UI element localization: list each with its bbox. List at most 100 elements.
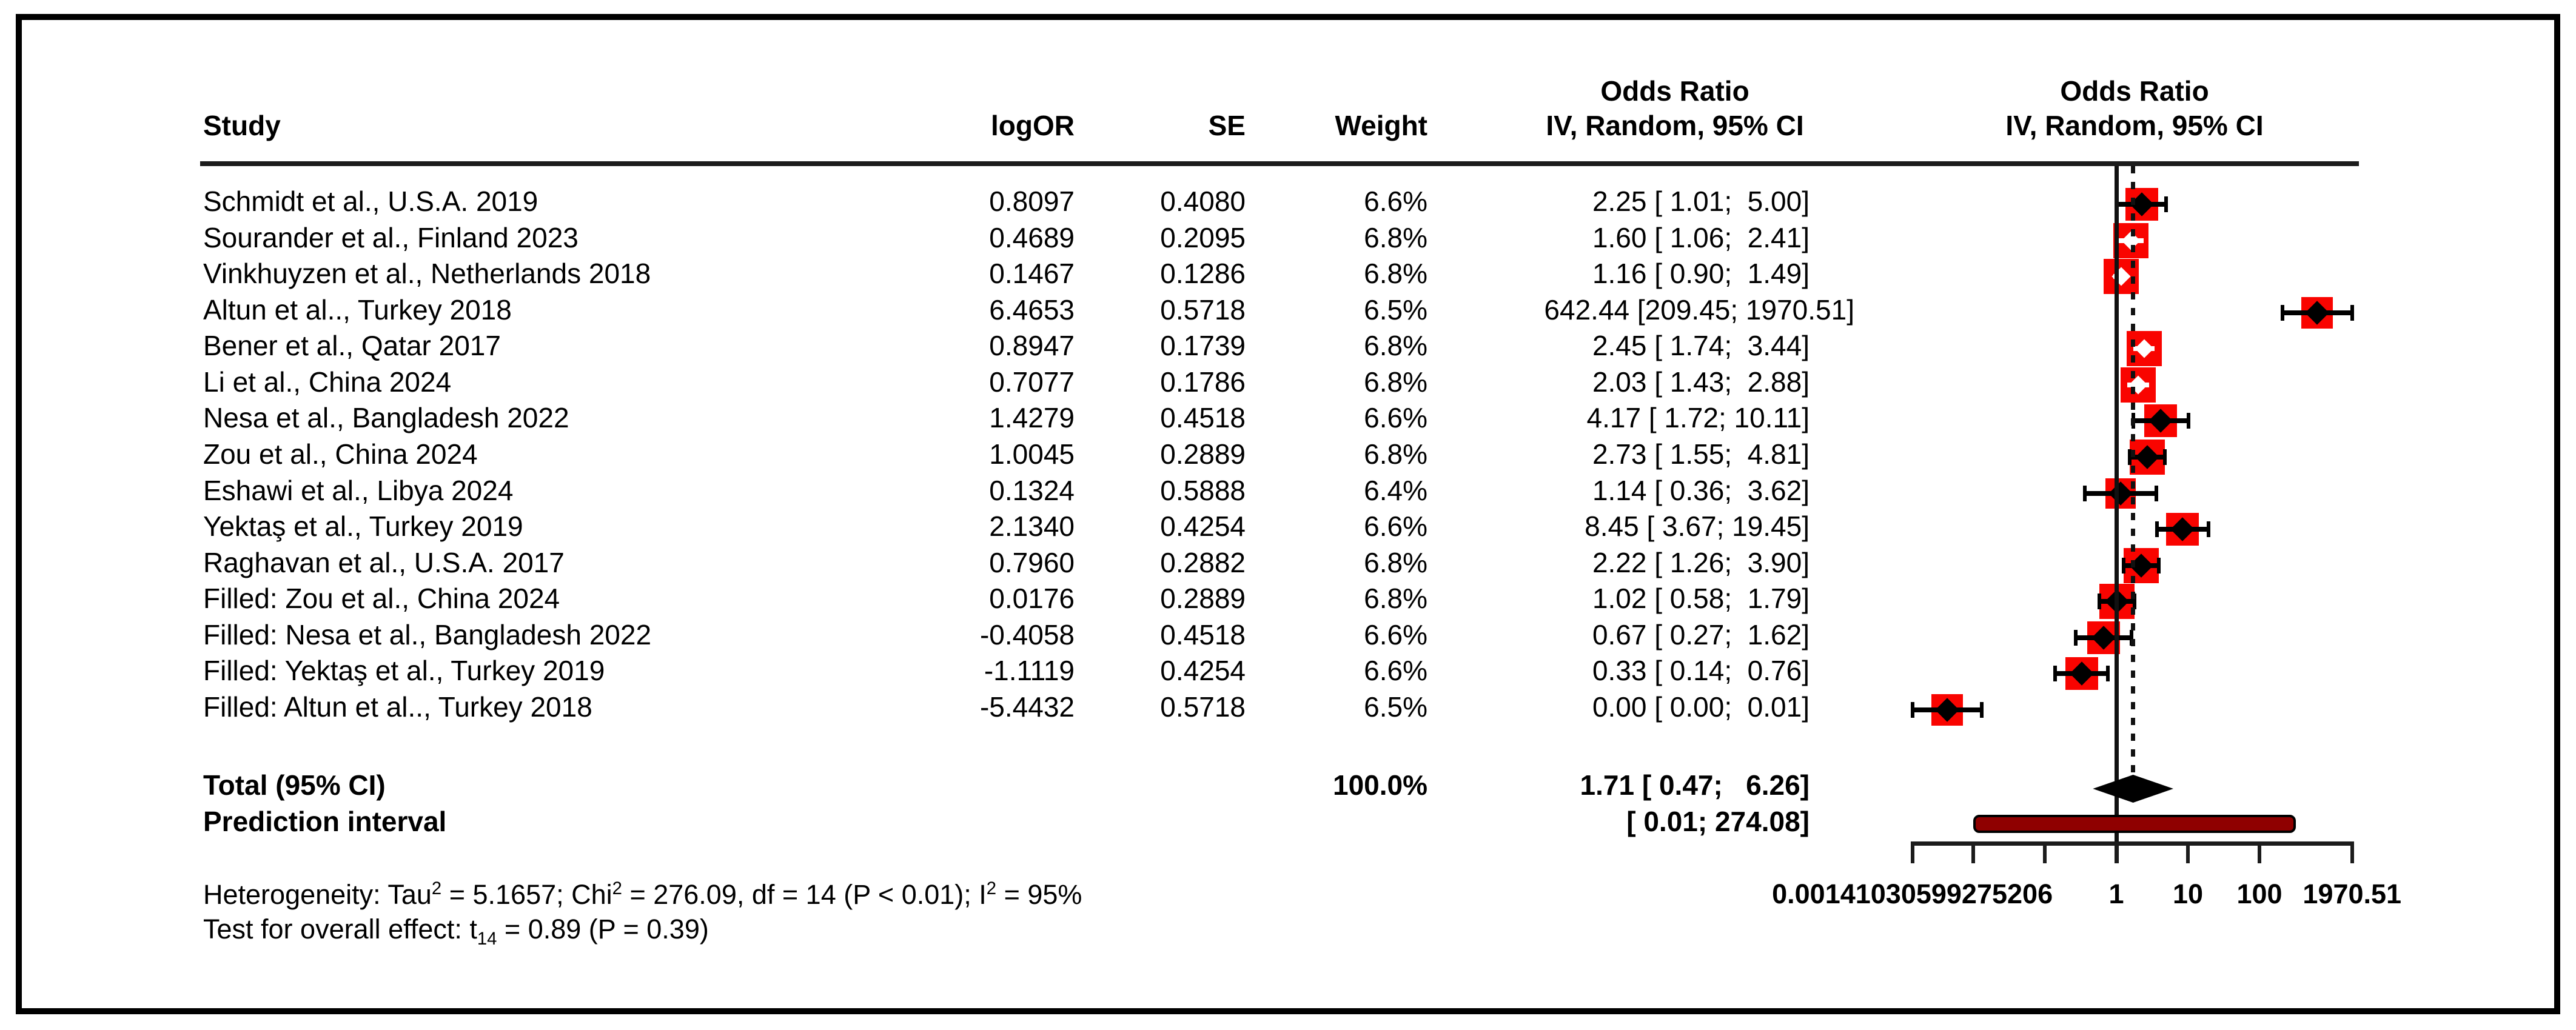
plot-header-oddsratio-2: IV, Random, 95% CI xyxy=(2005,110,2264,141)
ci-text: 2.03 [ 1.43; 2.88] xyxy=(1592,366,1810,398)
heterogeneity-stats: Heterogeneity: Tau2 = 5.1657; Chi2 = 276… xyxy=(203,879,1082,910)
logor-value: 0.7077 xyxy=(989,366,1075,398)
total-label: Total (95% CI) xyxy=(203,769,386,801)
axis-tick xyxy=(2043,841,2047,863)
ci-text: 2.73 [ 1.55; 4.81] xyxy=(1592,438,1810,470)
ci-text: 8.45 [ 3.67; 19.45] xyxy=(1585,510,1810,542)
ci-text: 4.17 [ 1.72; 10.11] xyxy=(1586,402,1810,433)
axis-tick xyxy=(2350,841,2354,863)
study-name: Filled: Yektaş et al., Turkey 2019 xyxy=(203,655,605,686)
column-header-oddsratio-1: Odds Ratio xyxy=(1600,75,1749,107)
logor-value: 0.7960 xyxy=(989,547,1075,578)
ci-text: 2.22 [ 1.26; 3.90] xyxy=(1592,547,1810,578)
weight-value: 6.8% xyxy=(1364,583,1427,614)
logor-value: 0.8097 xyxy=(989,186,1075,217)
axis-tick xyxy=(1971,841,1975,863)
se-value: 0.1786 xyxy=(1160,366,1246,398)
study-name: Raghavan et al., U.S.A. 2017 xyxy=(203,547,565,578)
total-ci: 1.71 [ 0.47; 6.26] xyxy=(1580,769,1810,801)
logor-value: -0.4058 xyxy=(979,619,1075,650)
se-value: 0.5888 xyxy=(1160,475,1246,506)
column-header-oddsratio-2: IV, Random, 95% CI xyxy=(1546,110,1804,141)
weight-value: 6.8% xyxy=(1364,366,1427,398)
ci-cap-left xyxy=(2121,557,2125,574)
ci-cap-right xyxy=(2163,449,2167,465)
prediction-interval-bar xyxy=(1973,815,2296,833)
logor-value: 0.4689 xyxy=(989,222,1075,253)
total-weight: 100.0% xyxy=(1332,769,1427,801)
ci-text: 642.44 [209.45; 1970.51] xyxy=(1544,294,1854,326)
ci-cap-right xyxy=(2207,521,2211,538)
ci-cap-right xyxy=(2105,666,2110,682)
axis-tick-label: 0.00141030599275206 xyxy=(1772,878,2053,909)
se-value: 0.5718 xyxy=(1160,691,1246,723)
study-name: Vinkhuyzen et al., Netherlands 2018 xyxy=(203,258,651,289)
ci-text: 2.45 [ 1.74; 3.44] xyxy=(1592,330,1810,361)
ci-cap-right xyxy=(2154,485,2158,501)
figure-border xyxy=(16,14,2560,1014)
ci-text: 0.33 [ 0.14; 0.76] xyxy=(1592,655,1810,686)
se-value: 0.4518 xyxy=(1160,402,1246,433)
weight-value: 6.6% xyxy=(1364,619,1427,650)
weight-value: 6.8% xyxy=(1364,547,1427,578)
study-name: Eshawi et al., Libya 2024 xyxy=(203,475,514,506)
ci-cap-right xyxy=(2186,413,2190,429)
study-name: Nesa et al., Bangladesh 2022 xyxy=(203,402,569,433)
se-value: 0.2095 xyxy=(1160,222,1246,253)
study-name: Altun et al.., Turkey 2018 xyxy=(203,294,512,326)
se-value: 0.2889 xyxy=(1160,583,1246,614)
ci-cap-left xyxy=(1910,701,1914,718)
study-name: Schmidt et al., U.S.A. 2019 xyxy=(203,186,538,217)
logor-value: 1.0045 xyxy=(989,438,1075,470)
axis-tick xyxy=(1910,841,1914,863)
weight-value: 6.4% xyxy=(1364,475,1427,506)
weight-value: 6.6% xyxy=(1364,402,1427,433)
overall-effect-test: Test for overall effect: t14 = 0.89 (P =… xyxy=(203,914,709,949)
ci-text: 0.00 [ 0.00; 0.01] xyxy=(1592,691,1810,723)
logor-value: 6.4653 xyxy=(989,294,1075,326)
axis-tick xyxy=(2186,841,2190,863)
prediction-label: Prediction interval xyxy=(203,806,447,837)
se-value: 0.4254 xyxy=(1160,655,1246,686)
column-header-se: SE xyxy=(1208,110,1246,141)
se-value: 0.1739 xyxy=(1160,330,1246,361)
axis-line xyxy=(1912,841,2352,846)
ci-text: 1.60 [ 1.06; 2.41] xyxy=(1592,222,1810,253)
weight-value: 6.8% xyxy=(1364,330,1427,361)
weight-value: 6.6% xyxy=(1364,655,1427,686)
column-header-study: Study xyxy=(203,110,281,141)
ci-cap-left xyxy=(2082,485,2087,501)
se-value: 0.4080 xyxy=(1160,186,1246,217)
ci-text: 2.25 [ 1.01; 5.00] xyxy=(1592,186,1810,217)
weight-value: 6.5% xyxy=(1364,691,1427,723)
ci-cap-left xyxy=(2155,521,2159,538)
ci-cap-left xyxy=(2280,304,2284,321)
axis-tick-label: 1970.51 xyxy=(2303,878,2402,909)
ci-text: 1.14 [ 0.36; 3.62] xyxy=(1592,475,1810,506)
plot-header-oddsratio-1: Odds Ratio xyxy=(2060,75,2209,107)
study-name: Bener et al., Qatar 2017 xyxy=(203,330,501,361)
se-value: 0.4254 xyxy=(1160,510,1246,542)
ci-cap-left xyxy=(2098,594,2102,610)
pooled-effect-dashed-line xyxy=(2131,166,2136,775)
weight-value: 6.5% xyxy=(1364,294,1427,326)
ci-cap-right xyxy=(1980,701,1984,718)
se-value: 0.1286 xyxy=(1160,258,1246,289)
ci-text: 1.02 [ 0.58; 1.79] xyxy=(1592,583,1810,614)
ci-cap-right xyxy=(2164,196,2168,212)
weight-value: 6.8% xyxy=(1364,258,1427,289)
column-header-weight: Weight xyxy=(1335,110,1427,141)
se-value: 0.2882 xyxy=(1160,547,1246,578)
logor-value: 0.0176 xyxy=(989,583,1075,614)
weight-value: 6.8% xyxy=(1364,222,1427,253)
ci-cap-left xyxy=(2073,629,2078,646)
weight-value: 6.6% xyxy=(1364,510,1427,542)
se-value: 0.2889 xyxy=(1160,438,1246,470)
logor-value: -5.4432 xyxy=(979,691,1075,723)
axis-tick-label: 1 xyxy=(2108,878,2124,909)
logor-value: 1.4279 xyxy=(989,402,1075,433)
prediction-ci: [ 0.01; 274.08] xyxy=(1626,806,1810,837)
study-name: Zou et al., China 2024 xyxy=(203,438,478,470)
logor-value: 0.1324 xyxy=(989,475,1075,506)
